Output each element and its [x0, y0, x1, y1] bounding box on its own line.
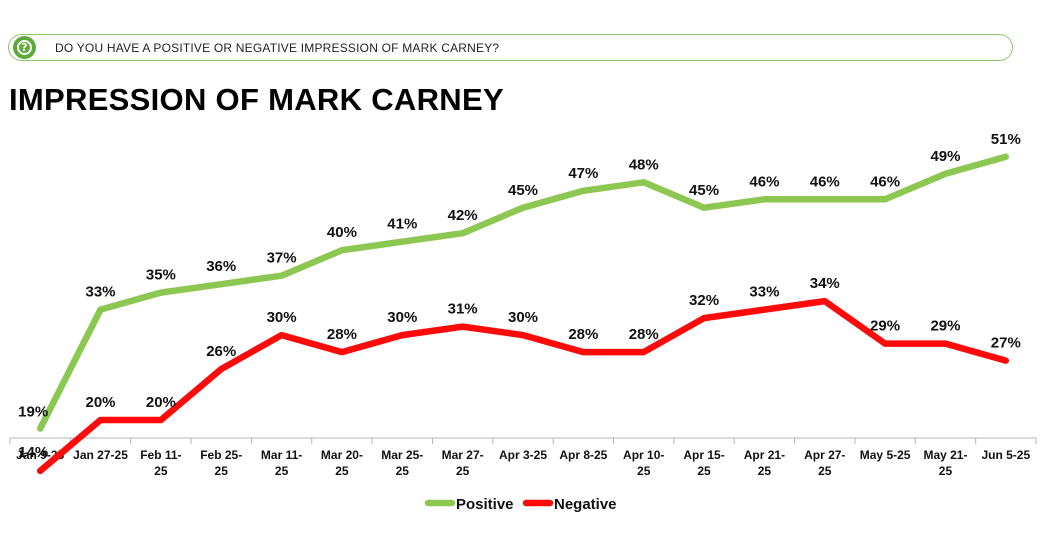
- x-tick-label: Jan 27-25: [73, 448, 128, 462]
- data-label-positive: 51%: [991, 131, 1021, 148]
- data-label-negative: 29%: [930, 318, 960, 335]
- x-tick-label: May 5-25: [860, 448, 911, 462]
- x-tick-label: Apr 8-25: [559, 448, 607, 462]
- data-label-negative: 20%: [146, 394, 176, 411]
- data-label-negative: 32%: [689, 292, 719, 309]
- data-label-positive: 40%: [327, 224, 357, 241]
- data-label-negative: 14%: [18, 444, 48, 461]
- data-label-positive: 33%: [86, 284, 116, 301]
- series-line-positive: [36, 153, 1010, 432]
- data-label-negative: 27%: [991, 335, 1021, 352]
- x-tick-label: Apr 27-25: [804, 448, 845, 478]
- series-line-negative: [36, 297, 1010, 475]
- data-label-negative: 28%: [629, 326, 659, 343]
- data-label-positive: 36%: [206, 258, 236, 275]
- data-label-positive: 48%: [629, 156, 659, 173]
- data-label-positive: 45%: [508, 182, 538, 199]
- data-label-positive: 46%: [870, 173, 900, 190]
- data-label-negative: 30%: [267, 309, 297, 326]
- data-label-negative: 34%: [810, 275, 840, 292]
- x-tick-label: Mar 11-25: [261, 448, 302, 478]
- data-label-negative: 26%: [206, 343, 236, 360]
- data-label-negative: 31%: [448, 301, 478, 318]
- data-label-positive: 46%: [810, 173, 840, 190]
- data-label-negative: 20%: [86, 394, 116, 411]
- x-tick-label: Feb 25-25: [200, 448, 242, 478]
- data-label-positive: 45%: [689, 182, 719, 199]
- data-label-positive: 42%: [448, 207, 478, 224]
- data-label-positive: 37%: [267, 250, 297, 267]
- data-label-positive: 46%: [749, 173, 779, 190]
- data-label-negative: 30%: [387, 309, 417, 326]
- legend-label-negative: Negative: [554, 496, 617, 513]
- question-text: DO YOU HAVE A POSITIVE OR NEGATIVE IMPRE…: [55, 41, 500, 55]
- question-icon: ?: [13, 36, 36, 59]
- x-tick-label: Jun 5-25: [981, 448, 1030, 462]
- data-label-negative: 28%: [568, 326, 598, 343]
- question-bar: ? DO YOU HAVE A POSITIVE OR NEGATIVE IMP…: [8, 34, 1013, 61]
- x-tick-label: Feb 11-25: [140, 448, 181, 478]
- legend-label-positive: Positive: [456, 496, 514, 513]
- data-label-negative: 30%: [508, 309, 538, 326]
- x-tick-label: Apr 15-25: [683, 448, 724, 478]
- x-tick-label: May 21-25: [923, 448, 967, 478]
- data-label-positive: 19%: [18, 403, 48, 420]
- x-tick-label: Apr 10-25: [623, 448, 664, 478]
- data-label-negative: 33%: [749, 284, 779, 301]
- data-label-positive: 41%: [387, 216, 417, 233]
- x-tick-label: Mar 27-25: [442, 448, 484, 478]
- data-label-negative: 28%: [327, 326, 357, 343]
- x-tick-label: Mar 25-25: [381, 448, 423, 478]
- x-tick-label: Mar 20-25: [321, 448, 363, 478]
- data-label-positive: 35%: [146, 267, 176, 284]
- chart-title: IMPRESSION OF MARK CARNEY: [9, 82, 504, 117]
- data-label-positive: 49%: [930, 148, 960, 165]
- data-label-positive: 47%: [568, 165, 598, 182]
- x-tick-label: Apr 21-25: [744, 448, 785, 478]
- data-label-negative: 29%: [870, 318, 900, 335]
- x-tick-label: Apr 3-25: [499, 448, 547, 462]
